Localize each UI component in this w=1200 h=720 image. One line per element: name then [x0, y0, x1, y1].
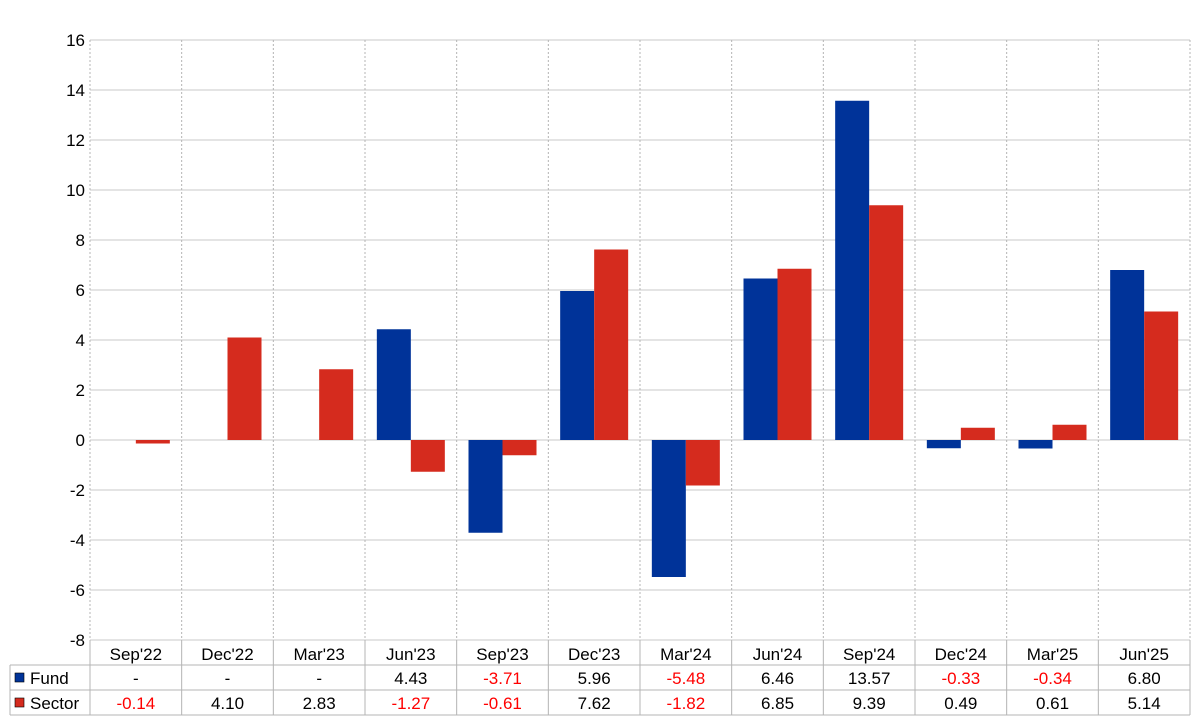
y-axis: 16 14 12 10 8 6 4 2 0 -2 -4 -6 -8 [66, 31, 85, 650]
data-label: 13.57 [848, 669, 891, 688]
legend-label-sector: Sector [30, 694, 79, 713]
x-tick-label: Sep'24 [843, 645, 895, 664]
bar-fund [1018, 440, 1053, 449]
data-label: 4.10 [211, 694, 244, 713]
data-label: 6.80 [1128, 669, 1161, 688]
data-label: - [316, 669, 322, 688]
bar-fund [560, 291, 595, 440]
bar-sector [777, 268, 812, 440]
data-label: -0.34 [1033, 669, 1072, 688]
y-tick-label: 0 [76, 431, 85, 450]
x-tick-label: Dec'23 [568, 645, 620, 664]
data-label: - [133, 669, 139, 688]
data-label: -0.61 [483, 694, 522, 713]
bar-sector [410, 440, 445, 472]
bar-fund [468, 440, 503, 533]
bar-fund [376, 329, 411, 440]
data-label: -1.27 [391, 694, 430, 713]
data-label: 0.49 [944, 694, 977, 713]
data-label: 0.61 [1036, 694, 1069, 713]
x-tick-label: Mar'24 [660, 645, 711, 664]
data-table: Sep'22 Dec'22 Mar'23 Jun'23 Sep'23 Dec'23 Mar'… [9, 640, 1191, 716]
bar-fund [835, 100, 870, 440]
data-label: -5.48 [666, 669, 705, 688]
y-tick-label: -4 [70, 531, 85, 550]
bars [135, 100, 1179, 577]
y-tick-label: 8 [76, 231, 85, 250]
x-tick-label: Jun'24 [753, 645, 803, 664]
bar-sector [1052, 424, 1087, 440]
x-tick-label: Sep'23 [476, 645, 528, 664]
data-label: 9.39 [853, 694, 886, 713]
bar-sector [502, 440, 537, 456]
x-tick-label: Sep'22 [110, 645, 162, 664]
bar-sector [135, 440, 170, 444]
legend-swatch-sector [14, 697, 25, 708]
data-label: 2.83 [303, 694, 336, 713]
y-tick-label: 2 [76, 381, 85, 400]
bar-fund [743, 278, 778, 440]
y-tick-label: 16 [66, 31, 85, 50]
legend-label-fund: Fund [30, 669, 69, 688]
data-label: 6.85 [761, 694, 794, 713]
x-tick-label: Mar'23 [293, 645, 344, 664]
bar-sector [960, 427, 995, 440]
data-label: -1.82 [666, 694, 705, 713]
x-tick-label: Jun'23 [386, 645, 436, 664]
bar-sector [869, 205, 904, 440]
y-tick-label: -8 [70, 631, 85, 650]
x-tick-label: Dec'24 [935, 645, 987, 664]
y-tick-label: 10 [66, 181, 85, 200]
bar-sector [319, 369, 354, 440]
y-tick-label: 6 [76, 281, 85, 300]
data-label: -0.14 [116, 694, 155, 713]
legend-swatch-fund [14, 672, 25, 683]
bar-sector [685, 440, 720, 486]
bar-fund [651, 440, 686, 577]
bar-sector [1144, 311, 1179, 440]
data-label: - [225, 669, 231, 688]
data-label: 6.46 [761, 669, 794, 688]
bar-sector [227, 337, 262, 440]
y-tick-label: -6 [70, 581, 85, 600]
data-label: 7.62 [578, 694, 611, 713]
data-label: -0.33 [941, 669, 980, 688]
bar-fund [1110, 270, 1145, 440]
x-tick-label: Mar'25 [1027, 645, 1078, 664]
y-tick-label: 12 [66, 131, 85, 150]
data-label: 5.96 [578, 669, 611, 688]
data-label: 5.14 [1128, 694, 1161, 713]
y-tick-label: 14 [66, 81, 85, 100]
x-tick-label: Dec'22 [201, 645, 253, 664]
data-label: 4.43 [394, 669, 427, 688]
data-label: -3.71 [483, 669, 522, 688]
y-tick-label: 4 [76, 331, 85, 350]
bar-fund [926, 440, 961, 449]
y-tick-label: -2 [70, 481, 85, 500]
x-tick-label: Jun'25 [1119, 645, 1169, 664]
bar-sector [594, 249, 629, 440]
